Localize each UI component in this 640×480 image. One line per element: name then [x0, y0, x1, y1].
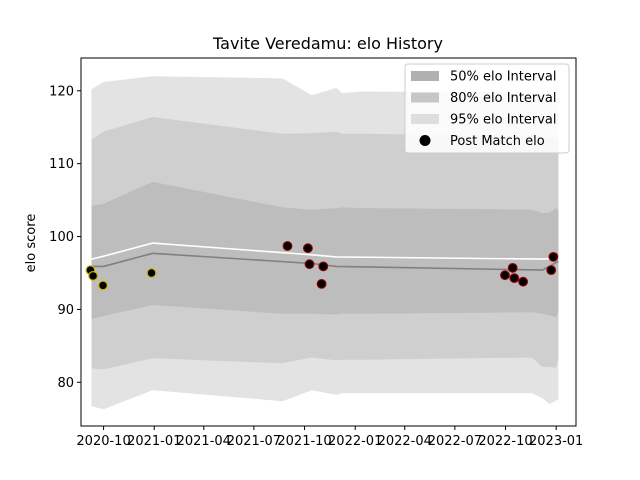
x-tick-label: 2022-07 — [428, 434, 482, 449]
x-tick-label: 2023-01 — [529, 434, 583, 449]
legend-swatch — [411, 71, 439, 81]
series-line-2 — [91, 242, 559, 260]
post-match-point — [500, 270, 510, 281]
legend-label: 95% elo Interval — [450, 113, 557, 128]
axes: 80 90 100 110 120 2020-102021-012021-042021-0… — [49, 57, 583, 449]
post-match-point — [146, 268, 157, 278]
x-tick-label: 2020-10 — [76, 434, 130, 449]
y-tick-label: 100 — [49, 230, 74, 245]
y-tick-label: 120 — [49, 84, 74, 99]
legend-swatch — [411, 92, 439, 103]
legend-marker — [419, 135, 431, 146]
x-tick-label: 2021-01 — [127, 434, 181, 449]
post-match-point — [318, 261, 329, 272]
x-tick-label: 2021-10 — [277, 434, 331, 449]
post-match-point — [282, 241, 293, 251]
x-tick-label: 2021-07 — [227, 434, 281, 449]
y-tick-label: 90 — [57, 303, 74, 318]
post-match-point — [507, 263, 518, 273]
post-match-point — [304, 259, 315, 270]
chart-title: Tavite Veredamu: elo History — [212, 34, 443, 53]
legend-box — [404, 63, 570, 154]
post-match-point — [88, 271, 98, 281]
post-match-point — [316, 279, 327, 289]
legend-label: 80% elo Interval — [450, 91, 557, 106]
x-tick-label: 2022-10 — [478, 434, 532, 449]
legend-swatch — [411, 114, 439, 124]
post-match-point — [98, 280, 108, 291]
legend-label: 50% elo Interval — [450, 70, 557, 85]
post-match-point — [303, 243, 313, 254]
post-match-point — [546, 265, 557, 276]
y-tick-label: 80 — [57, 376, 74, 391]
x-tick-label: 2022-01 — [328, 434, 382, 449]
post-match-point — [509, 273, 520, 284]
post-match-point — [518, 276, 528, 287]
post-match-point — [548, 251, 559, 262]
interval-bands — [91, 76, 559, 410]
post-match-points — [85, 241, 559, 291]
y-axis-label: elo score — [24, 214, 39, 273]
y-tick-label: 110 — [49, 157, 74, 172]
band-50 — [91, 181, 559, 319]
x-tick-label: 2021-04 — [177, 434, 231, 449]
legend-label: Post Match elo — [450, 134, 545, 149]
legend: 50% elo Interval 80% elo Interval 95% elo … — [404, 63, 570, 154]
x-tick-label: 2022-04 — [378, 434, 432, 449]
plot-frame — [80, 57, 577, 427]
